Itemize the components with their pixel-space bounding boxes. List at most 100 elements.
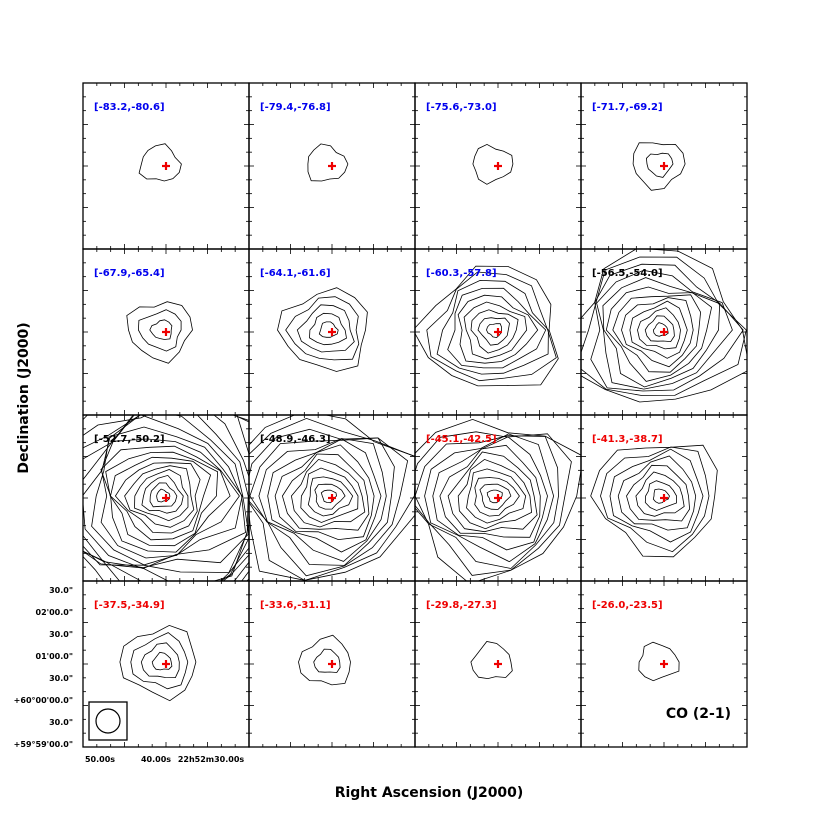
- source-marker: [494, 328, 502, 336]
- velocity-range-label: [-29.8,-27.3]: [426, 600, 497, 611]
- contour-line: [486, 323, 503, 339]
- contour-line: [609, 448, 704, 543]
- channel-panel: [-29.8,-27.3]: [414, 580, 582, 748]
- contour-line: [612, 294, 702, 373]
- channel-panel: [-37.5,-34.9]: [82, 580, 250, 748]
- contour-line: [307, 476, 354, 517]
- source-marker: [328, 494, 336, 502]
- y-tick-label: 30.0": [49, 586, 73, 595]
- channel-panel: [-60.3,-57.8]: [414, 248, 582, 416]
- contour-line: [281, 453, 370, 531]
- contour-line: [424, 433, 555, 563]
- contour-line: [149, 319, 173, 340]
- x-tick-labels: 50.00s 40.00s 22h52m30.00s: [85, 755, 244, 764]
- contour-line: [426, 271, 557, 382]
- channel-panel: [-71.7,-69.2]: [580, 82, 748, 250]
- contour-set: [126, 301, 193, 364]
- contour-line: [644, 480, 678, 511]
- source-marker: [660, 162, 668, 170]
- contour-line: [249, 428, 409, 577]
- channel-panel: [-83.2,-80.6]: [82, 82, 250, 250]
- contour-line: [602, 277, 721, 388]
- contour-line: [151, 651, 173, 671]
- source-marker: [660, 494, 668, 502]
- channel-panel: [-67.9,-65.4]: [82, 248, 250, 416]
- contour-line: [124, 465, 195, 528]
- y-tick-label: 02'00.0": [36, 608, 74, 617]
- source-marker: [328, 660, 336, 668]
- contour-line: [479, 483, 512, 510]
- velocity-range-label: [-33.6,-31.1]: [260, 600, 331, 611]
- contour-line: [474, 477, 520, 517]
- contour-set: [277, 287, 368, 372]
- source-marker: [328, 162, 336, 170]
- x-tick-label: 50.00s: [85, 755, 115, 764]
- source-marker: [494, 162, 502, 170]
- contour-set: [307, 143, 349, 182]
- velocity-range-label: [-41.3,-38.7]: [592, 434, 663, 445]
- contour-line: [621, 297, 694, 368]
- velocity-range-label: [-26.0,-23.5]: [592, 600, 663, 611]
- contour-set: [590, 444, 718, 558]
- source-marker: [162, 660, 170, 668]
- channel-panel: [-64.1,-61.6]: [248, 248, 416, 416]
- velocity-range-label: [-37.5,-34.9]: [94, 600, 165, 611]
- contour-line: [249, 437, 395, 566]
- contour-line: [432, 436, 548, 551]
- contour-set: [581, 249, 747, 403]
- contour-line: [83, 415, 246, 570]
- contour-line: [638, 641, 680, 682]
- contour-set: [249, 415, 415, 581]
- y-tick-label: 30.0": [49, 674, 73, 683]
- contour-line: [652, 322, 669, 337]
- velocity-range-label: [-48.9,-46.3]: [260, 434, 331, 445]
- contour-line: [320, 489, 337, 504]
- contour-set: [632, 142, 686, 191]
- velocity-range-label: [-52.7,-50.2]: [94, 434, 165, 445]
- channel-panel: [-45.1,-42.5]: [414, 414, 582, 582]
- contour-line: [466, 468, 527, 524]
- source-marker: [162, 328, 170, 336]
- contour-line: [415, 435, 559, 569]
- velocity-range-label: [-83.2,-80.6]: [94, 102, 165, 113]
- contour-line: [309, 312, 347, 346]
- contour-line: [137, 309, 182, 352]
- contour-line: [267, 438, 382, 553]
- contour-line: [258, 438, 387, 562]
- contour-line: [290, 458, 366, 528]
- contour-line: [83, 415, 249, 569]
- contour-line: [130, 632, 189, 690]
- contour-line: [300, 467, 359, 523]
- velocity-range-label: [-75.6,-73.0]: [426, 102, 497, 113]
- velocity-range-label: [-67.9,-65.4]: [94, 268, 165, 279]
- contour-line: [249, 415, 415, 581]
- contour-line: [472, 143, 514, 185]
- contour-line: [138, 143, 182, 182]
- contour-set: [472, 143, 514, 185]
- contour-line: [581, 249, 747, 403]
- contour-line: [83, 415, 249, 581]
- contour-line: [463, 301, 528, 360]
- contour-line: [470, 309, 519, 354]
- contour-line: [645, 152, 674, 178]
- contour-line: [470, 641, 513, 680]
- contour-line: [149, 482, 178, 508]
- contour-line: [277, 287, 368, 372]
- contour-line: [439, 444, 541, 538]
- panel-grid: [-83.2,-80.6] [-79.4,-76.8] [-75.6,-73.0] […: [82, 82, 748, 748]
- contour-line: [605, 286, 713, 382]
- contour-line: [307, 143, 349, 182]
- contour-line: [298, 634, 351, 686]
- y-axis-label: Declination (J2000): [16, 322, 32, 473]
- contour-line: [415, 265, 559, 387]
- contour-line: [274, 444, 375, 541]
- contour-line: [156, 488, 171, 503]
- contour-line: [318, 321, 339, 338]
- y-tick-label: 30.0": [49, 630, 73, 639]
- contour-line: [617, 455, 697, 531]
- contour-line: [415, 431, 572, 576]
- source-marker: [162, 162, 170, 170]
- velocity-range-label: [-79.4,-76.8]: [260, 102, 331, 113]
- contour-line: [447, 287, 547, 369]
